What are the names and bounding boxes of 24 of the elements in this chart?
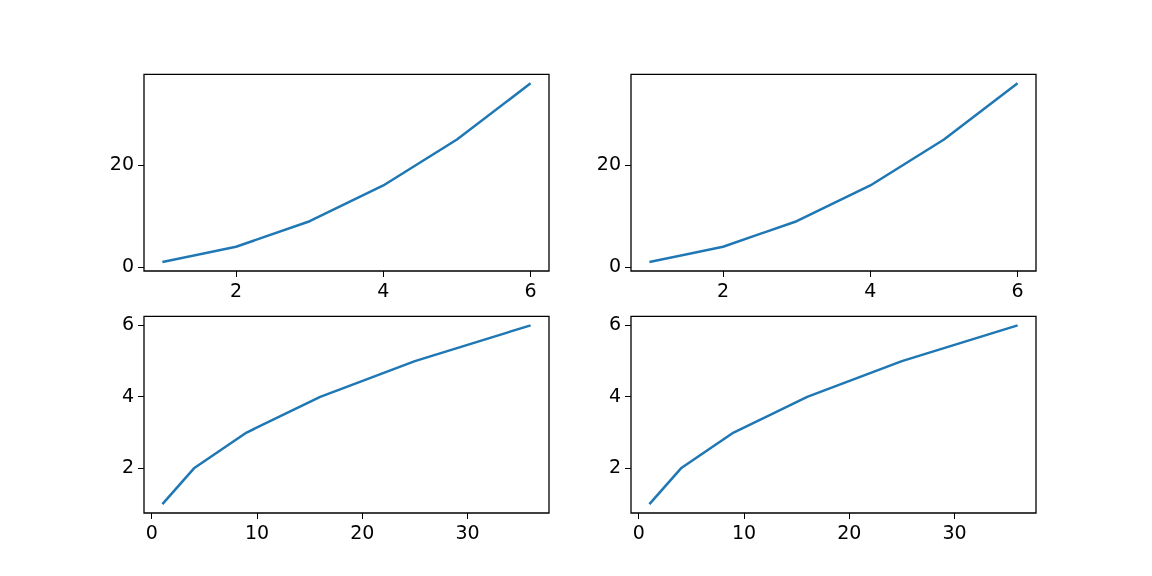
x-tick-label: 30: [942, 521, 967, 544]
y-tick-label: 4: [608, 383, 621, 406]
y-tick-label: 20: [596, 151, 621, 174]
y-tick-label: 0: [121, 254, 134, 277]
y-tick-label: 2: [121, 455, 134, 478]
x-tick-label: 6: [1011, 279, 1024, 302]
y-tick-label: 0: [608, 254, 621, 277]
x-tick-label: 20: [350, 521, 375, 544]
x-tick-label: 2: [717, 279, 730, 302]
x-tick-label: 6: [524, 279, 537, 302]
x-tick-label: 4: [377, 279, 390, 302]
x-tick-label: 0: [145, 521, 158, 544]
y-tick-label: 6: [121, 312, 134, 335]
x-tick-label: 2: [230, 279, 243, 302]
x-tick-label: 30: [455, 521, 480, 544]
y-tick-label: 4: [121, 383, 134, 406]
x-tick-label: 0: [632, 521, 645, 544]
y-tick-label: 6: [608, 312, 621, 335]
x-tick-label: 10: [244, 521, 270, 544]
x-tick-label: 20: [837, 521, 862, 544]
x-tick-label: 4: [864, 279, 877, 302]
y-tick-label: 2: [608, 455, 621, 478]
x-tick-label: 10: [731, 521, 757, 544]
y-tick-label: 20: [109, 151, 134, 174]
